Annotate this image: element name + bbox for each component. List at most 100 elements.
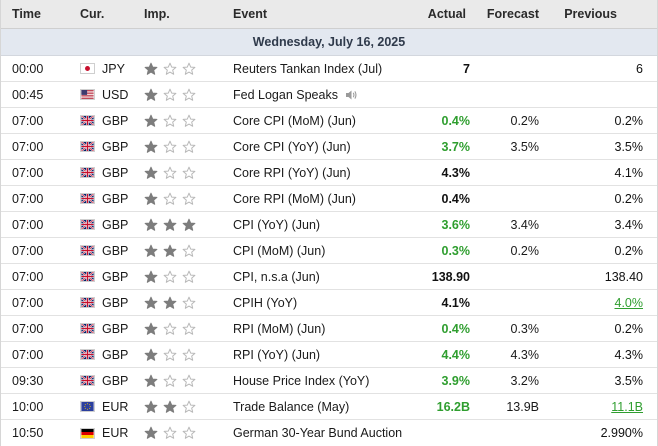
event-name[interactable]: Core CPI (MoM) (Jun) xyxy=(224,114,404,128)
gb-flag-icon xyxy=(80,271,95,282)
event-title[interactable]: Reuters Tankan Index (Jul) xyxy=(233,61,383,76)
table-row[interactable]: 10:50 EUR German 30-Year Bund Auction 2.… xyxy=(1,420,657,446)
event-name[interactable]: CPI, n.s.a (Jun) xyxy=(224,270,404,284)
table-row[interactable]: 07:00 GBP Core CPI (MoM) (Jun) 0.4% 0.2%… xyxy=(1,108,657,134)
event-title[interactable]: RPI (YoY) (Jun) xyxy=(233,347,321,362)
event-title[interactable]: Fed Logan Speaks xyxy=(233,87,338,102)
currency-code: GBP xyxy=(102,347,129,362)
star-empty-icon xyxy=(163,114,177,128)
event-title[interactable]: Core CPI (YoY) (Jun) xyxy=(233,139,351,154)
gb-flag-icon xyxy=(80,323,95,334)
event-previous: 2.990% xyxy=(600,426,643,440)
event-name[interactable]: Fed Logan Speaks xyxy=(224,88,404,102)
event-actual: 3.6% xyxy=(441,217,471,232)
event-currency: GBP xyxy=(72,348,134,362)
star-filled-icon xyxy=(144,88,158,102)
event-title[interactable]: CPI, n.s.a (Jun) xyxy=(233,269,320,284)
currency-code: EUR xyxy=(102,399,129,414)
event-time: 07:00 xyxy=(12,113,44,128)
header-event[interactable]: Event xyxy=(233,7,268,21)
star-filled-icon xyxy=(144,270,158,284)
star-empty-icon xyxy=(182,270,196,284)
header-actual[interactable]: Actual xyxy=(427,7,466,21)
currency-code: EUR xyxy=(102,426,129,440)
event-time: 07:00 xyxy=(12,139,44,154)
event-title[interactable]: Trade Balance (May) xyxy=(233,399,350,414)
event-previous[interactable]: 4.0% xyxy=(614,295,644,310)
de-flag-icon xyxy=(80,427,95,439)
event-name[interactable]: House Price Index (YoY) xyxy=(224,374,404,388)
table-row[interactable]: 00:00 JPY Reuters Tankan Index (Jul) 7 6 xyxy=(1,56,657,82)
event-forecast: 3.4% xyxy=(510,217,540,232)
importance-stars xyxy=(134,114,224,128)
event-time: 07:00 xyxy=(12,295,44,310)
table-row[interactable]: 07:00 GBP CPIH (YoY) 4.1% 4.0% xyxy=(1,290,657,316)
event-actual: 3.9% xyxy=(441,373,471,388)
gb-flag-icon xyxy=(80,245,95,256)
event-name[interactable]: RPI (MoM) (Jun) xyxy=(224,322,404,336)
header-previous[interactable]: Previous xyxy=(564,7,617,21)
event-currency: GBP xyxy=(72,114,134,128)
event-forecast: 0.2% xyxy=(510,113,540,128)
event-title[interactable]: Core CPI (MoM) (Jun) xyxy=(233,113,356,128)
event-currency: GBP xyxy=(72,166,134,180)
event-actual: 4.4% xyxy=(441,347,471,362)
header-currency[interactable]: Cur. xyxy=(80,7,105,21)
event-time: 00:00 xyxy=(12,61,44,76)
event-forecast: 0.3% xyxy=(510,321,540,336)
event-name[interactable]: CPI (YoY) (Jun) xyxy=(224,218,404,232)
table-row[interactable]: 07:00 GBP CPI (YoY) (Jun) 3.6% 3.4% 3.4% xyxy=(1,212,657,238)
event-title[interactable]: House Price Index (YoY) xyxy=(233,373,370,388)
event-title[interactable]: RPI (MoM) (Jun) xyxy=(233,321,326,336)
table-row[interactable]: 09:30 GBP House Price Index (YoY) 3.9% 3… xyxy=(1,368,657,394)
event-title[interactable]: CPI (YoY) (Jun) xyxy=(233,217,321,232)
table-row[interactable]: 07:00 GBP RPI (MoM) (Jun) 0.4% 0.3% 0.2% xyxy=(1,316,657,342)
importance-stars xyxy=(134,244,224,258)
header-forecast[interactable]: Forecast xyxy=(486,7,539,21)
star-filled-icon xyxy=(144,218,158,232)
event-title[interactable]: Core RPI (MoM) (Jun) xyxy=(233,191,356,206)
table-row[interactable]: 07:00 GBP CPI (MoM) (Jun) 0.3% 0.2% 0.2% xyxy=(1,238,657,264)
table-row[interactable]: 10:00 EUR Trade Balance (May) 16.2B 13.9… xyxy=(1,394,657,420)
event-title[interactable]: Core RPI (YoY) (Jun) xyxy=(233,165,351,180)
table-row[interactable]: 07:00 GBP Core RPI (MoM) (Jun) 0.4% 0.2% xyxy=(1,186,657,212)
eu-flag-icon xyxy=(80,401,95,412)
event-name[interactable]: CPI (MoM) (Jun) xyxy=(224,244,404,258)
event-previous: 3.5% xyxy=(614,139,644,154)
event-actual: 3.7% xyxy=(441,139,471,154)
table-row[interactable]: 07:00 GBP RPI (YoY) (Jun) 4.4% 4.3% 4.3% xyxy=(1,342,657,368)
event-actual: 0.4% xyxy=(441,113,471,128)
event-previous: 0.2% xyxy=(614,243,644,258)
event-name[interactable]: Core RPI (YoY) (Jun) xyxy=(224,166,404,180)
event-time: 07:00 xyxy=(12,269,44,284)
event-name[interactable]: Reuters Tankan Index (Jul) xyxy=(224,62,404,76)
star-filled-icon xyxy=(144,374,158,388)
importance-stars xyxy=(134,400,224,414)
event-previous: 0.2% xyxy=(614,113,644,128)
event-title[interactable]: CPIH (YoY) xyxy=(233,295,298,310)
table-row[interactable]: 07:00 GBP CPI, n.s.a (Jun) 138.90 138.40 xyxy=(1,264,657,290)
event-name[interactable]: Core CPI (YoY) (Jun) xyxy=(224,140,404,154)
gb-flag-icon xyxy=(80,167,95,178)
table-row[interactable]: 07:00 GBP Core CPI (YoY) (Jun) 3.7% 3.5%… xyxy=(1,134,657,160)
event-actual: 4.1% xyxy=(441,295,471,310)
table-row[interactable]: 00:45 USD Fed Logan Speaks xyxy=(1,82,657,108)
table-row[interactable]: 07:00 GBP Core RPI (YoY) (Jun) 4.3% 4.1% xyxy=(1,160,657,186)
event-name[interactable]: RPI (YoY) (Jun) xyxy=(224,348,404,362)
header-importance[interactable]: Imp. xyxy=(144,7,170,21)
event-time: 07:00 xyxy=(12,165,44,180)
event-name[interactable]: Trade Balance (May) xyxy=(224,400,404,414)
event-name[interactable]: German 30-Year Bund Auction xyxy=(224,426,404,440)
star-filled-icon xyxy=(163,296,177,310)
header-time[interactable]: Time xyxy=(12,7,41,21)
star-filled-icon xyxy=(163,218,177,232)
event-title[interactable]: German 30-Year Bund Auction xyxy=(233,426,403,440)
event-previous[interactable]: 11.1B xyxy=(611,399,643,414)
star-empty-icon xyxy=(182,426,196,440)
currency-code: GBP xyxy=(102,295,129,310)
star-empty-icon xyxy=(182,88,196,102)
event-name[interactable]: Core RPI (MoM) (Jun) xyxy=(224,192,404,206)
event-title[interactable]: CPI (MoM) (Jun) xyxy=(233,243,326,258)
star-empty-icon xyxy=(163,140,177,154)
event-name[interactable]: CPIH (YoY) xyxy=(224,296,404,310)
